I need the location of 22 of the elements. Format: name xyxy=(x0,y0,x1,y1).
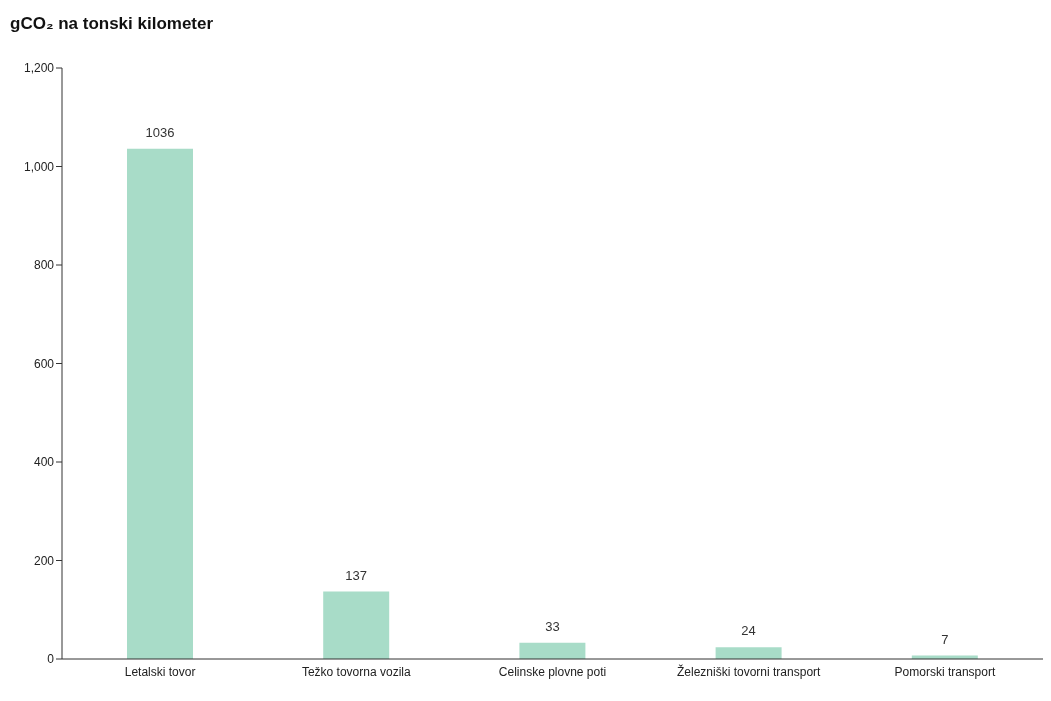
data-label: 7 xyxy=(941,631,949,647)
x-tick-label: Pomorski transport xyxy=(894,664,996,679)
x-tick-label: Celinske plovne poti xyxy=(498,664,607,679)
data-label: 33 xyxy=(545,618,560,634)
y-tick-label: 400 xyxy=(33,455,55,470)
y-tick-label: 200 xyxy=(33,553,55,568)
bar xyxy=(519,642,586,659)
y-tick-label: 800 xyxy=(33,258,55,273)
y-tick-label: 600 xyxy=(33,356,55,371)
y-tick-label: 0 xyxy=(47,652,55,667)
y-tick-label: 1,000 xyxy=(23,159,55,174)
data-label: 24 xyxy=(741,623,756,639)
bar xyxy=(127,148,193,659)
x-tick-label: Letalski tovor xyxy=(124,664,196,679)
data-label: 137 xyxy=(345,567,368,583)
x-tick-label: Železniški tovorni transport xyxy=(677,663,822,679)
y-tick-label: 1,200 xyxy=(23,61,55,76)
data-label: 1036 xyxy=(145,124,175,140)
chart-title: gCO₂ na tonski kilometer xyxy=(9,13,215,35)
bar xyxy=(323,591,390,659)
bar xyxy=(715,647,782,659)
x-tick-label: Težko tovorna vozila xyxy=(301,664,411,679)
